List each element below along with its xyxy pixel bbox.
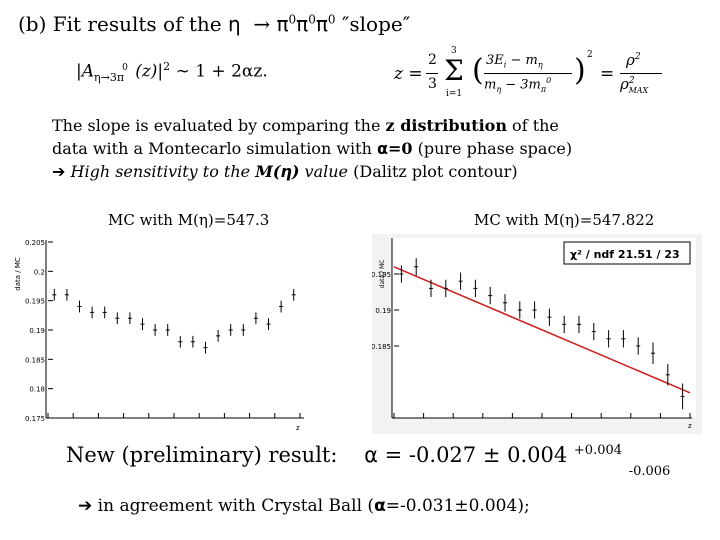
- right-ytick-label: 0.19: [375, 307, 391, 315]
- title-pi-3: π: [315, 12, 328, 36]
- left-ytick-label: 0.2: [34, 268, 45, 276]
- title-arrow: →: [253, 12, 271, 36]
- z-eq: z =: [394, 64, 423, 84]
- left-ytick-label: 0.19: [29, 327, 45, 335]
- title-text: (b) Fit results of the: [18, 12, 222, 36]
- rho-num: ρ2: [626, 51, 641, 69]
- inner-num: 3Ei − mη: [486, 53, 543, 70]
- right-ytick-label: 0.195: [372, 271, 391, 279]
- left-ytick-label: 0.195: [25, 298, 45, 306]
- right-ytick-label: 0.185: [372, 343, 391, 351]
- formula-lhs: |A: [76, 61, 95, 82]
- formula-sq: 2: [163, 60, 171, 73]
- inner-den: mη − 3mπ0: [484, 76, 552, 94]
- frac-num: 2: [428, 52, 437, 68]
- formula-sup: 0: [122, 63, 128, 73]
- arrow-icon: ➔: [78, 496, 93, 516]
- left-ytick-label: 0.18: [29, 386, 45, 394]
- title-zero-1: 0: [288, 12, 297, 27]
- left-ylabel: data / MC: [14, 257, 22, 291]
- agreement-line: ➔ in agreement with Crystal Ball (α=-0.0…: [78, 496, 530, 516]
- mc-label-left: MC with M(η)=547.3: [108, 211, 270, 229]
- agreement-value: =-0.031±0.004: [385, 496, 518, 516]
- title-pi-2: π: [296, 12, 309, 36]
- left-xlabel: z: [296, 424, 300, 432]
- chart-right: 0.185 0.19 0.195 χ² / ndf 21.51 / 23 data …: [372, 234, 702, 434]
- title-zero-2: 0: [308, 12, 316, 27]
- sum-sigma: Σ: [444, 54, 464, 87]
- result-line: New (preliminary) result: α = -0.027 ± 0…: [66, 443, 670, 479]
- result-plus-error: +0.004: [573, 443, 623, 458]
- mc-label-right: MC with M(η)=547.822: [474, 211, 655, 229]
- equals: =: [600, 64, 615, 84]
- frac-den: 3: [428, 76, 437, 92]
- formula-rhs: ∼ 1 + 2αz.: [175, 61, 268, 82]
- sum-top: 3: [451, 46, 457, 56]
- result-label: New (preliminary) result:: [66, 443, 338, 467]
- z-distribution-bold: z distribution: [385, 116, 507, 135]
- rho-bar: [620, 73, 662, 74]
- result-value: = -0.027 ± 0.004: [377, 443, 568, 467]
- title-zero-3: 0: [327, 12, 336, 27]
- title-eta: η: [227, 12, 241, 36]
- amplitude-formula: |Aη→3π0 (z)|2 ∼ 1 + 2αz.: [76, 60, 268, 84]
- result-minus-error: -0.006: [628, 464, 671, 480]
- description-paragraph: The slope is evaluated by comparing the …: [52, 114, 692, 183]
- left-ytick-label: 0.175: [25, 415, 45, 423]
- alpha-symbol: α: [376, 139, 388, 158]
- formula-sub: η→3π: [94, 71, 125, 85]
- formula-z: (z)|: [135, 61, 164, 82]
- inner-bar: [484, 73, 572, 74]
- agreement-alpha: α: [374, 496, 386, 516]
- left-paren: (: [472, 53, 484, 88]
- title-pi-1: π: [276, 12, 289, 36]
- right-fit-line: [393, 266, 691, 394]
- left-ytick-label: 0.185: [25, 356, 45, 364]
- slide-title: (b) Fit results of the η → π0π0π0 ″slope…: [18, 12, 410, 36]
- right-paren: ): [574, 53, 586, 88]
- result-alpha: α: [364, 443, 378, 467]
- fit-stats-box: [563, 241, 691, 265]
- outer-square: 2: [587, 50, 593, 60]
- agreement-text: in agreement with Crystal Ball (: [92, 496, 375, 516]
- right-xlabel: z: [688, 422, 692, 430]
- right-ylabel: data / MC: [379, 260, 386, 289]
- z-definition-formula: z = 2 3 3 Σ i=1 ( 3Ei − mη mη − 3mπ0 ) 2…: [394, 46, 694, 106]
- left-ytick-label: 0.205: [25, 239, 45, 247]
- fit-stats-text: χ² / ndf 21.51 / 23: [570, 248, 680, 261]
- frac-bar: [426, 73, 438, 74]
- para-line-2: data with a Montecarlo simulation with α…: [52, 139, 573, 158]
- chart-left: 0.175 0.18 0.185 0.19 0.195 0.2 0.205 data / M…: [14, 239, 308, 432]
- sum-bottom: i=1: [446, 89, 463, 99]
- rho-den: ρ2MAX: [620, 75, 649, 95]
- para-line-1: The slope is evaluated by comparing the …: [52, 116, 559, 135]
- para-line-3: ➔ High sensitivity to the M(η) value (Da…: [52, 162, 518, 181]
- title-slope: ″slope″: [341, 12, 411, 36]
- arrow-icon: ➔: [52, 162, 66, 181]
